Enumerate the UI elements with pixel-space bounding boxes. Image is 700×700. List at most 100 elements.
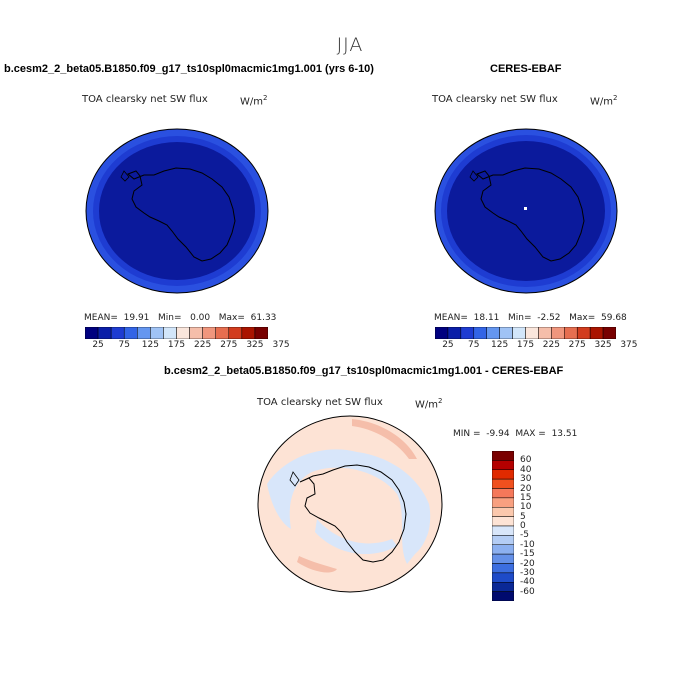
diff-polar-map <box>257 415 443 593</box>
colorbar-box <box>589 327 604 339</box>
colorbar-tick-label: 75 <box>118 340 130 350</box>
model-colorbar-labels: 25 75 125 175 225 275 325 375 <box>85 340 289 352</box>
colorbar-box <box>486 327 500 339</box>
colorbar-tick-label: 225 <box>194 340 212 350</box>
obs-stats: MEAN= 18.11 Min= -2.52 Max= 59.68 <box>434 313 627 323</box>
colorbar-tick-label: 25 <box>442 340 454 350</box>
colorbar-tick-label: 375 <box>272 340 290 350</box>
diff-colorbar-box <box>492 488 514 499</box>
diff-colorbar-labels: 60 40 30 20 15 10 5 0 -5 -10 -15 -20 -30 -40 -60 <box>520 451 550 601</box>
colorbar-tick-label: 125 <box>141 340 159 350</box>
colorbar-box <box>499 327 513 339</box>
colorbar-box <box>215 327 230 339</box>
model-antarctica-coastline <box>127 167 236 262</box>
colorbar-box <box>576 327 591 339</box>
diff-positive-crest <box>352 419 417 459</box>
diff-colorbar-box <box>492 535 514 545</box>
colorbar-box <box>602 327 616 339</box>
colorbar-box <box>473 327 487 339</box>
colorbar-box <box>97 327 112 339</box>
colorbar-box <box>137 327 151 339</box>
diff-colorbar-tick-label: 20 <box>520 483 532 494</box>
diff-negative-patch <box>315 519 397 555</box>
obs-colorbar <box>435 327 616 339</box>
colorbar-box <box>163 327 177 339</box>
colorbar-tick-label: 175 <box>167 340 186 350</box>
obs-units: W/m2 <box>590 94 618 108</box>
diff-colorbar-box <box>492 582 514 592</box>
colorbar-box <box>435 327 449 339</box>
diff-colorbar-box <box>492 544 514 555</box>
diff-colorbar-tick-label: 5 <box>520 511 526 522</box>
diff-colorbar-box <box>492 469 514 480</box>
obs-pole-missing-point <box>524 207 527 210</box>
colorbar-box <box>564 327 578 339</box>
colorbar-box <box>551 327 565 339</box>
diff-colorbar-tick-label: 30 <box>520 474 532 485</box>
diff-colorbar-box <box>492 460 514 470</box>
colorbar-box <box>512 327 526 339</box>
colorbar-tick-label: 75 <box>468 340 480 350</box>
diff-colorbar-tick-label: 10 <box>520 502 532 513</box>
diff-antarctica-coastline <box>299 464 407 563</box>
diff-units: W/m2 <box>415 397 443 411</box>
colorbar-box <box>538 327 552 339</box>
colorbar-box <box>110 327 125 339</box>
colorbar-box <box>460 327 475 339</box>
colorbar-tick-label: 225 <box>542 340 560 350</box>
colorbar-tick-label: 375 <box>620 340 638 350</box>
diff-negative-edge <box>422 499 430 536</box>
colorbar-tick-label: 175 <box>516 340 535 350</box>
model-inner-field <box>99 142 255 280</box>
diff-colorbar-tick-label: -15 <box>520 549 535 560</box>
diff-colorbar <box>492 451 514 601</box>
obs-colorbar-labels: 25 75 125 175 225 275 325 375 <box>435 340 637 352</box>
colorbar-box <box>150 327 164 339</box>
colorbar-tick-label: 275 <box>568 340 586 350</box>
diff-minmax: MIN = -9.94 MAX = 13.51 <box>453 429 578 439</box>
colorbar-box <box>254 327 268 339</box>
model-stats: MEAN= 19.91 Min= 0.00 Max= 61.33 <box>84 313 277 323</box>
diff-colorbar-box <box>492 525 514 536</box>
diff-colorbar-box <box>492 451 514 461</box>
diff-map-border <box>257 415 443 593</box>
colorbar-tick-label: 325 <box>246 340 264 350</box>
diff-colorbar-box <box>492 497 514 508</box>
diff-positive-patch <box>297 556 337 573</box>
obs-map-border <box>434 128 618 294</box>
model-variable-title: TOA clearsky net SW flux <box>82 94 208 105</box>
model-colorbar <box>85 327 268 339</box>
obs-inner-field <box>447 141 605 281</box>
colorbar-tick-label: 325 <box>594 340 612 350</box>
diff-colorbar-box <box>492 507 514 517</box>
colorbar-box <box>123 327 138 339</box>
colorbar-box <box>176 327 190 339</box>
colorbar-tick-label: 275 <box>220 340 238 350</box>
diff-colorbar-tick-label: -40 <box>520 577 535 588</box>
diff-colorbar-tick-label: -20 <box>520 558 535 569</box>
obs-variable-title: TOA clearsky net SW flux <box>432 94 558 105</box>
colorbar-box <box>202 327 216 339</box>
diff-colorbar-box <box>492 478 514 489</box>
diff-colorbar-box <box>492 563 514 574</box>
diff-colorbar-box <box>492 516 514 527</box>
diff-colorbar-box <box>492 572 514 583</box>
diff-colorbar-tick-label: -10 <box>520 539 535 550</box>
diff-variable-title: TOA clearsky net SW flux <box>257 397 383 408</box>
colorbar-box <box>228 327 243 339</box>
colorbar-box <box>447 327 462 339</box>
colorbar-tick-label: 125 <box>491 340 509 350</box>
model-polar-map <box>85 128 269 294</box>
obs-antarctica-coastline <box>476 167 585 262</box>
diff-colorbar-tick-label: 15 <box>520 492 532 503</box>
diff-colorbar-tick-label: 40 <box>520 464 532 475</box>
season-title: JJA <box>336 34 364 56</box>
diff-colorbar-tick-label: 60 <box>520 455 532 466</box>
obs-peninsula-outline <box>469 170 479 182</box>
diff-colorbar-tick-label: -30 <box>520 567 535 578</box>
diff-peninsula-outline <box>289 471 300 487</box>
colorbar-box <box>241 327 256 339</box>
diff-colorbar-tick-label: -60 <box>520 586 535 597</box>
model-map-border <box>85 128 269 294</box>
diff-colorbar-box <box>492 553 514 564</box>
